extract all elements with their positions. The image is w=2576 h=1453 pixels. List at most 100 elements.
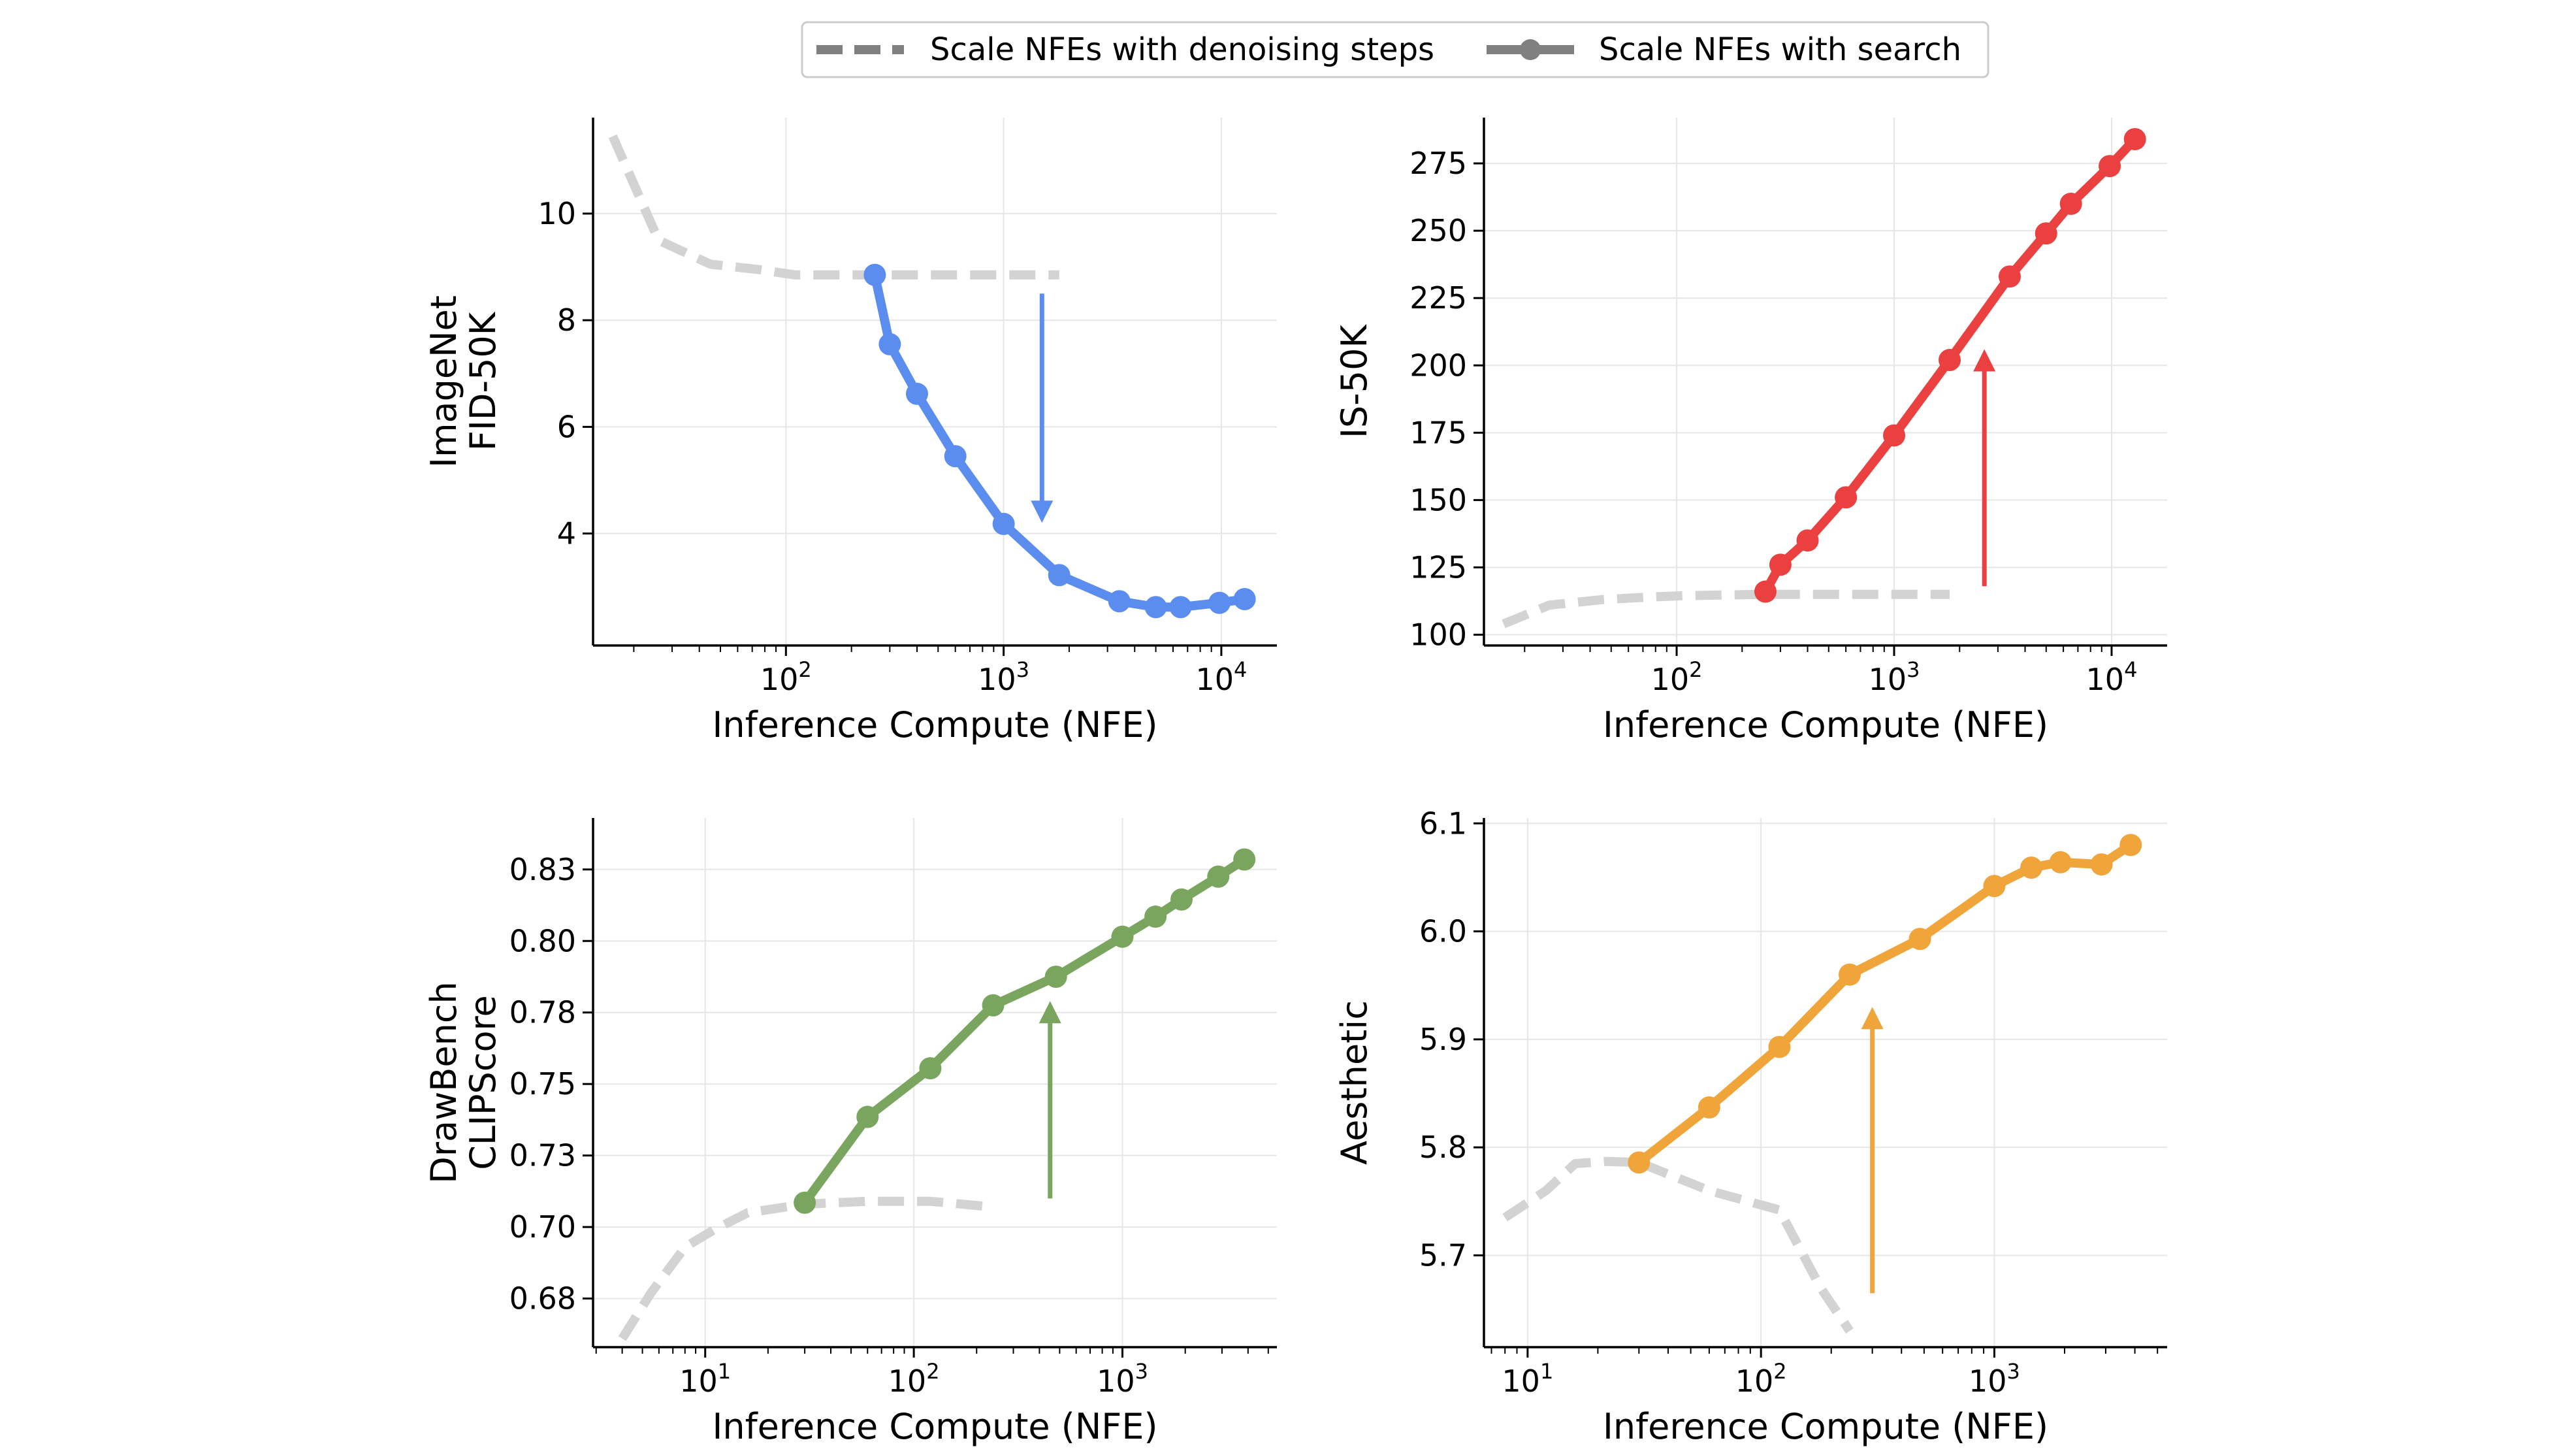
- data-point: [1108, 590, 1131, 613]
- data-point: [2049, 851, 2072, 873]
- series-line-search: [1634, 840, 2136, 1167]
- x-tick-label: 103: [978, 657, 1029, 697]
- data-point: [982, 994, 1005, 1017]
- series-line-denoising: [618, 1196, 994, 1341]
- x-axis-label: Inference Compute (NFE): [712, 1406, 1157, 1447]
- x-tick-label: 102: [888, 1359, 940, 1399]
- panel-aesthetic: 101 102 103 5.7 5.8 5.9 6.0 6.1 Inference Comput…: [1334, 806, 2167, 1447]
- y-tick-label: 275: [1409, 146, 1467, 181]
- data-point: [919, 1057, 942, 1080]
- data-point: [1835, 486, 1858, 509]
- panel-is: 102 103 104 100 125 150 175 200 225 250 275 Inferen…: [1334, 118, 2167, 745]
- series-line-denoising: [1502, 1156, 1854, 1334]
- y-tick-label: 10: [538, 196, 576, 231]
- data-point: [1111, 925, 1134, 948]
- data-point: [1796, 529, 1819, 552]
- y-axis-label: IS-50K: [1334, 324, 1375, 438]
- y-tick-label: 0.73: [509, 1138, 576, 1173]
- data-point: [1144, 596, 1167, 619]
- y-tick-label: 5.7: [1419, 1237, 1467, 1273]
- x-tick-label: 101: [1502, 1359, 1553, 1399]
- data-point: [1908, 928, 1931, 951]
- data-point: [1983, 875, 2006, 898]
- data-point: [1170, 888, 1193, 911]
- data-point: [1939, 349, 1961, 372]
- y-tick-label: 6.1: [1419, 806, 1467, 841]
- data-point: [1233, 587, 1256, 610]
- x-axis-label: Inference Compute (NFE): [1603, 1406, 2048, 1447]
- y-tick-label: 5.9: [1419, 1022, 1467, 1057]
- data-point: [1768, 1036, 1791, 1058]
- data-point: [1169, 596, 1192, 619]
- data-point: [2090, 853, 2113, 876]
- y-tick-label: 225: [1409, 280, 1467, 316]
- series-line-denoising: [608, 134, 1059, 280]
- data-point: [1208, 591, 1231, 614]
- y-tick-label: 250: [1409, 213, 1467, 248]
- y-tick-label: 0.75: [509, 1066, 576, 1102]
- y-tick-label: 8: [557, 302, 576, 338]
- data-point: [2123, 127, 2146, 150]
- x-tick-label: 104: [1195, 657, 1247, 697]
- data-point: [1233, 848, 1256, 871]
- panel-clipscore: 101 102 103 0.68 0.70 0.73 0.75 0.78 0.80 0.83 Inf…: [423, 818, 1277, 1447]
- arrow-head: [1031, 500, 1054, 523]
- arrow-head: [1973, 349, 1996, 372]
- series-line-search: [800, 855, 1249, 1207]
- data-point: [905, 382, 928, 405]
- y-tick-label: 125: [1409, 549, 1467, 585]
- data-point: [2059, 192, 2082, 215]
- data-point: [1144, 906, 1167, 928]
- x-tick-label: 102: [760, 657, 812, 697]
- data-point: [1883, 424, 1906, 447]
- data-point: [1048, 564, 1071, 587]
- y-tick-label: 150: [1409, 482, 1467, 517]
- data-point: [2099, 155, 2121, 178]
- legend-marker: [1520, 39, 1541, 60]
- y-tick-label: 0.80: [509, 923, 576, 958]
- data-point: [1698, 1096, 1720, 1119]
- data-point: [1998, 265, 2021, 288]
- y-axis-label: FID-50K: [462, 311, 504, 451]
- x-tick-label: 102: [1651, 657, 1703, 697]
- data-point: [2020, 857, 2043, 879]
- data-point: [1207, 865, 1230, 888]
- y-axis-label: DrawBench: [423, 981, 464, 1183]
- data-point: [1769, 553, 1792, 576]
- y-tick-label: 5.8: [1419, 1130, 1467, 1165]
- arrow-head: [1038, 1001, 1061, 1024]
- y-tick-label: 175: [1409, 415, 1467, 450]
- arrow-head: [1861, 1007, 1884, 1030]
- series-line-search: [870, 270, 1249, 612]
- data-point: [1044, 966, 1067, 988]
- y-axis-label: Aesthetic: [1334, 1000, 1375, 1165]
- data-point: [992, 512, 1015, 535]
- y-tick-label: 0.70: [509, 1209, 576, 1245]
- series-line-denoising: [1502, 589, 1950, 629]
- y-axis-label: ImageNet: [423, 295, 464, 468]
- x-tick-label: 104: [2086, 657, 2138, 697]
- x-axis-label: Inference Compute (NFE): [712, 704, 1157, 745]
- x-tick-label: 103: [1869, 657, 1920, 697]
- data-point: [863, 263, 886, 286]
- y-tick-label: 0.83: [509, 852, 576, 887]
- x-tick-label: 103: [1969, 1359, 2020, 1399]
- y-tick-label: 6: [557, 409, 576, 444]
- legend-label-search: Scale NFEs with search: [1599, 31, 1961, 68]
- x-tick-label: 101: [679, 1359, 731, 1399]
- legend-frame: [801, 21, 1989, 78]
- data-point: [944, 445, 967, 468]
- data-point: [2035, 222, 2057, 245]
- y-axis-label: CLIPScore: [462, 995, 504, 1170]
- data-point: [878, 333, 901, 355]
- x-tick-label: 102: [1735, 1359, 1787, 1399]
- y-tick-label: 0.78: [509, 995, 576, 1030]
- data-point: [1754, 580, 1777, 603]
- y-tick-label: 100: [1409, 617, 1467, 653]
- x-tick-label: 103: [1097, 1359, 1148, 1399]
- data-point: [794, 1191, 816, 1214]
- y-tick-label: 4: [557, 516, 576, 551]
- y-tick-label: 6.0: [1419, 914, 1467, 949]
- x-axis-label: Inference Compute (NFE): [1603, 704, 2048, 745]
